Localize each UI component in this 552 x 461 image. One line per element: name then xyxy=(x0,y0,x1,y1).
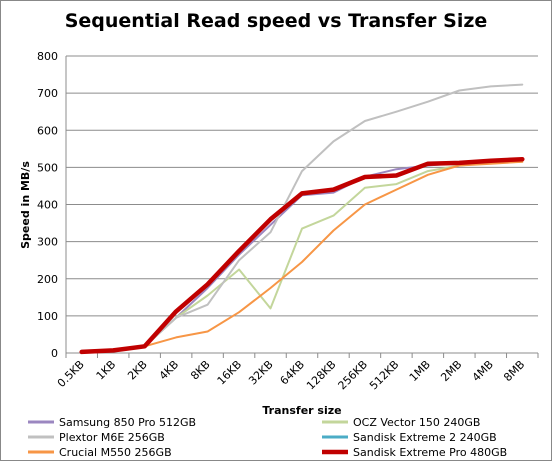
y-tick-label: 700 xyxy=(37,87,58,100)
x-tick-label: 256KB xyxy=(336,358,370,392)
y-tick-label: 100 xyxy=(37,310,58,323)
x-tick-label: 4KB xyxy=(157,358,182,383)
x-tick-label: 1KB xyxy=(94,358,119,383)
y-tick-labels: 0 100 200 300 400 500 600 700 800 xyxy=(37,50,58,360)
y-tick-label: 0 xyxy=(51,347,58,360)
legend-label: Sandisk Extreme Pro 480GB xyxy=(353,446,507,459)
series-line xyxy=(80,160,524,353)
series-line xyxy=(80,158,524,353)
x-tick-label: 64KB xyxy=(278,358,308,388)
x-tick-label: 8MB xyxy=(501,358,527,384)
legend-label: OCZ Vector 150 240GB xyxy=(353,416,480,429)
series-line xyxy=(80,160,524,353)
chart-title: Sequential Read speed vs Transfer Size xyxy=(64,10,488,32)
y-tick-label: 200 xyxy=(37,273,58,286)
series-line xyxy=(80,83,524,353)
x-tick-label: 8KB xyxy=(188,358,213,383)
x-tick-label: 128KB xyxy=(304,358,338,392)
x-tick-label: 16KB xyxy=(215,358,245,388)
x-axis-label: Transfer size xyxy=(262,404,341,417)
y-tick-label: 600 xyxy=(37,124,58,137)
legend-label: Plextor M6E 256GB xyxy=(59,431,165,444)
x-tick-label: 512KB xyxy=(367,358,401,392)
series-line xyxy=(79,156,525,355)
y-tick-label: 500 xyxy=(37,161,58,174)
series-lines xyxy=(79,83,525,355)
legend-label: Samsung 850 Pro 512GB xyxy=(59,416,196,429)
series-line xyxy=(80,158,524,353)
y-tick-label: 400 xyxy=(37,199,58,212)
legend-label: Crucial M550 256GB xyxy=(59,446,172,459)
y-tick-label: 300 xyxy=(37,236,58,249)
x-tick-labels: 0.5KB 1KB 2KB 4KB 8KB 16KB 32KB 64KB128KB256KB5… xyxy=(55,358,528,392)
gridlines xyxy=(65,55,539,358)
x-tick-label: 0.5KB xyxy=(55,358,87,390)
y-tick-label: 800 xyxy=(37,50,58,63)
x-tick-label: 32KB xyxy=(246,358,276,388)
legend: Samsung 850 Pro 512GB OCZ Vector 150 240G… xyxy=(28,416,507,459)
x-tick-label: 4MB xyxy=(470,358,496,384)
x-tick-label: 2KB xyxy=(125,358,150,383)
x-tick-label: 1MB xyxy=(407,358,433,384)
x-tick-label: 2MB xyxy=(438,358,464,384)
y-axis-label: Speed in MB/s xyxy=(19,161,32,249)
legend-label: Sandisk Extreme 2 240GB xyxy=(353,431,497,444)
